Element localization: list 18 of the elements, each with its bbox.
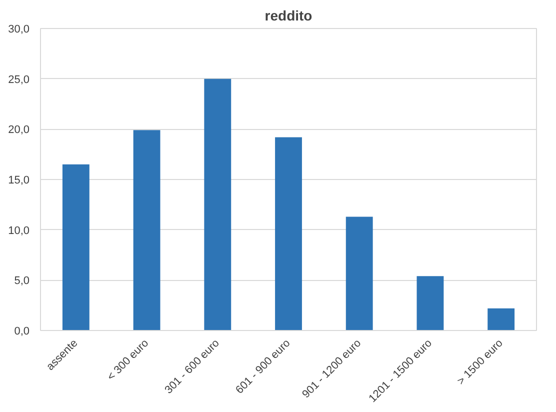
bar (133, 130, 160, 330)
bar (488, 308, 515, 330)
bar (275, 137, 302, 330)
y-tick-label: 30,0 (8, 24, 30, 36)
chart-title: reddito (264, 8, 312, 24)
y-tick-label: 25,0 (8, 74, 30, 86)
x-tick-label: 301 - 600 euro (162, 337, 222, 396)
bar (62, 164, 90, 330)
x-tick-label: 601 - 900 euro (234, 337, 293, 396)
y-tick-label: 5,0 (14, 275, 30, 288)
x-tick-label: < 300 euro (105, 337, 152, 384)
y-tick-label: 15,0 (8, 174, 30, 186)
y-tick-label: 20,0 (8, 124, 30, 136)
bar (204, 78, 232, 330)
bar (416, 276, 444, 330)
bar (346, 216, 373, 330)
y-tick-label: 0,0 (14, 326, 30, 338)
y-tick-label: 10,0 (8, 224, 30, 237)
